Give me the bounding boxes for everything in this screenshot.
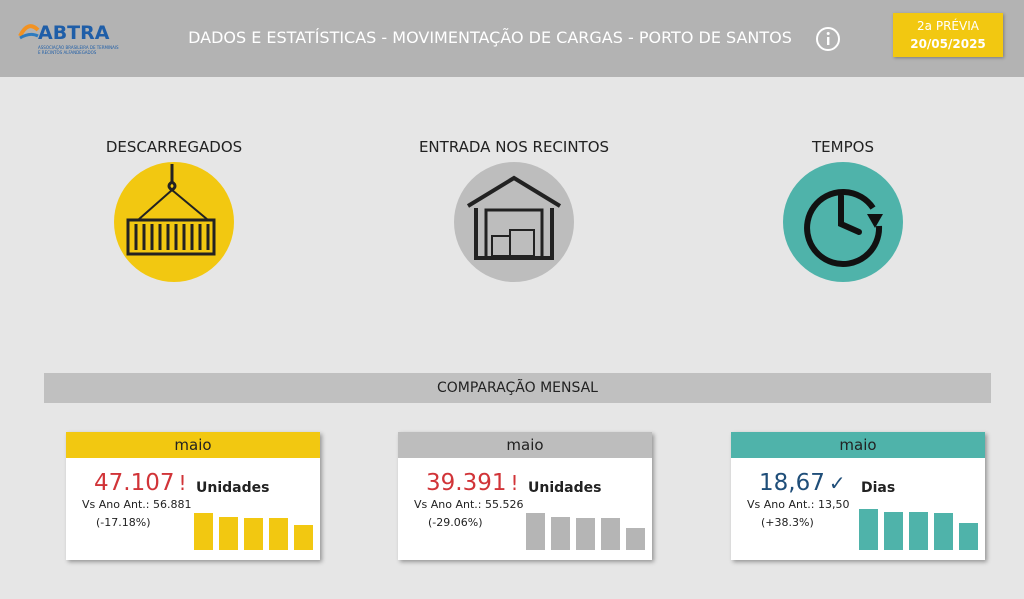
card[interactable]: maio 47.107! Vs Ano Ant.: 56.881 (-17.18%) U… [66,432,320,560]
card-value: 47.107 [94,470,175,496]
card-indicator: ✓ [828,471,846,495]
card-comparison: Vs Ano Ant.: 13,50 [747,498,850,511]
logo-subtitle-line: E RECINTOS ALFANDEGADOS [38,50,97,55]
category-label: ENTRADA NOS RECINTOS [418,138,610,156]
card-value-row: 18,67 ✓ [759,470,846,496]
bar [526,513,545,550]
card-month: maio [398,432,652,458]
bar [294,525,313,550]
bar [934,513,953,550]
header: ABTRA ASSOCIAÇÃO BRASILEIRA DE TERMINAIS… [0,0,1024,77]
card-value: 18,67 [759,470,825,496]
bar [269,518,288,550]
logo-subtitle: ASSOCIAÇÃO BRASILEIRA DE TERMINAIS E RECI… [38,45,119,55]
section-title: COMPARAÇÃO MENSAL [44,373,991,403]
card-change: (+38.3%) [761,516,814,529]
card-value-row: 47.107! [94,470,187,496]
card-month: maio [66,432,320,458]
card[interactable]: maio 39.391! Vs Ano Ant.: 55.526 (-29.06%) U… [398,432,652,560]
bar [909,512,928,550]
bar [626,528,645,550]
bar [576,518,595,550]
clock-icon[interactable] [783,162,903,282]
card-bar-chart [859,509,978,550]
bar [244,518,263,550]
logo-text: ABTRA [38,22,110,44]
badge-line: 20/05/2025 [910,37,986,51]
title: DADOS E ESTATÍSTICAS - MOVIMENTAÇÃO DE C… [188,28,792,47]
card-change: (-29.06%) [428,516,483,529]
card-month: maio [731,432,985,458]
bar [194,513,213,550]
card-comparison: Vs Ano Ant.: 55.526 [414,498,524,511]
card-change: (-17.18%) [96,516,151,529]
bar [959,523,978,550]
category-label: TEMPOS [812,138,874,156]
warehouse-icon[interactable] [454,162,574,282]
card-unit: Unidades [196,480,270,496]
bar [601,518,620,550]
badge: 2a PRÉVIA 20/05/2025 [893,13,1003,57]
card[interactable]: maio 18,67 ✓ Vs Ano Ant.: 13,50 (+38.3%) Dias [731,432,985,560]
card-value: 39.391 [426,470,507,496]
card-unit: Unidades [528,480,602,496]
card-indicator: ! [510,471,519,495]
category-label: DESCARREGADOS [105,138,243,156]
logo-mark [18,24,40,40]
card-value-row: 39.391! [426,470,519,496]
container-icon[interactable] [114,162,234,282]
info-icon[interactable] [815,26,841,52]
logo-subtitle-line: ASSOCIAÇÃO BRASILEIRA DE TERMINAIS [38,45,119,50]
card-unit: Dias [861,480,896,496]
card-bar-chart [194,513,313,550]
bar [219,517,238,550]
bar [859,509,878,550]
badge-line: 2a PRÉVIA [917,19,979,33]
card-indicator: ! [178,471,187,495]
bar [884,512,903,550]
card-comparison: Vs Ano Ant.: 56.881 [82,498,192,511]
card-bar-chart [526,513,645,550]
bar [551,517,570,550]
